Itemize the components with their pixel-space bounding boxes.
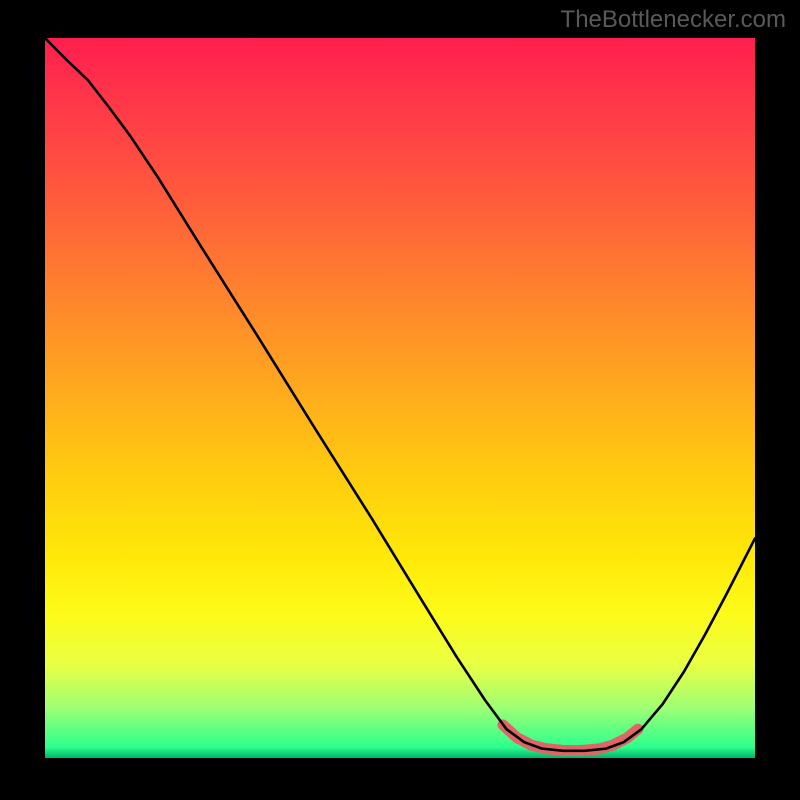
gradient-background (45, 38, 755, 758)
plot-area (45, 38, 755, 758)
watermark-text: TheBottlenecker.com (561, 6, 786, 34)
bottleneck-curve-chart (45, 38, 755, 758)
chart-frame: TheBottlenecker.com (0, 0, 800, 800)
